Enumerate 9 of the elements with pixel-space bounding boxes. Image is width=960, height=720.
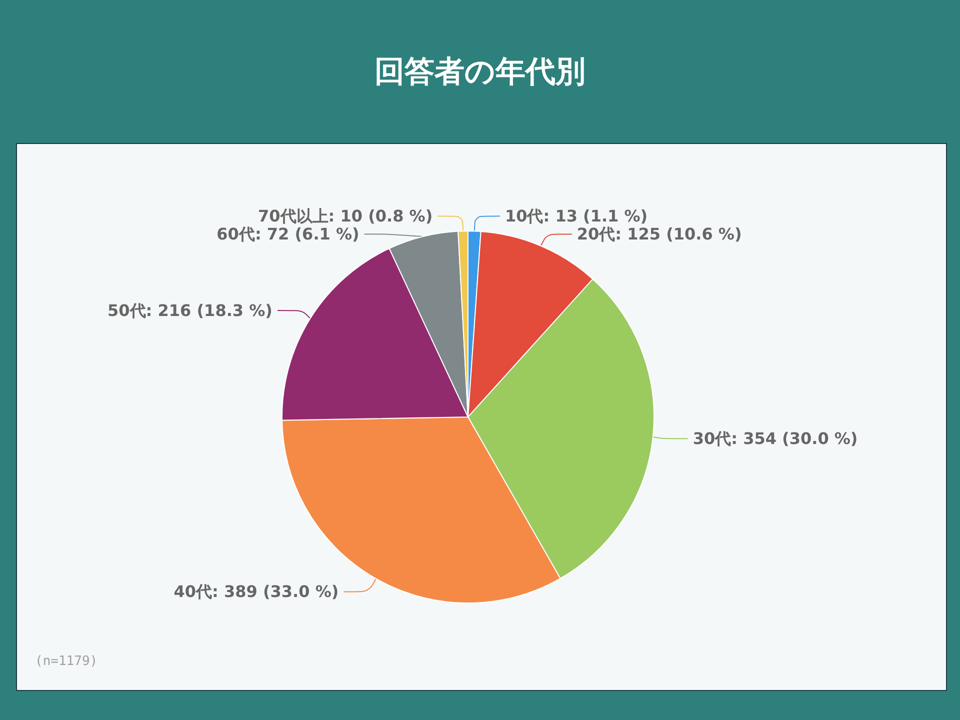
slice-label: 50代: 216 (18.3 %) <box>108 301 272 320</box>
slice-label: 10代: 13 (1.1 %) <box>504 206 648 226</box>
slice-label: 60代: 72 (6.1 %) <box>216 224 360 244</box>
slice-label: 30代: 354 (30.0 %) <box>692 429 858 448</box>
text: (n=1179) <box>35 654 98 669</box>
chart-title: 回答者の年代別 <box>374 54 586 90</box>
slice-label: 20代: 125 (10.6 %) <box>576 224 742 244</box>
slice-label: 70代以上: 10 (0.8 %) <box>258 206 433 226</box>
slice-label: 40代: 389 (33.0 %) <box>174 582 339 602</box>
